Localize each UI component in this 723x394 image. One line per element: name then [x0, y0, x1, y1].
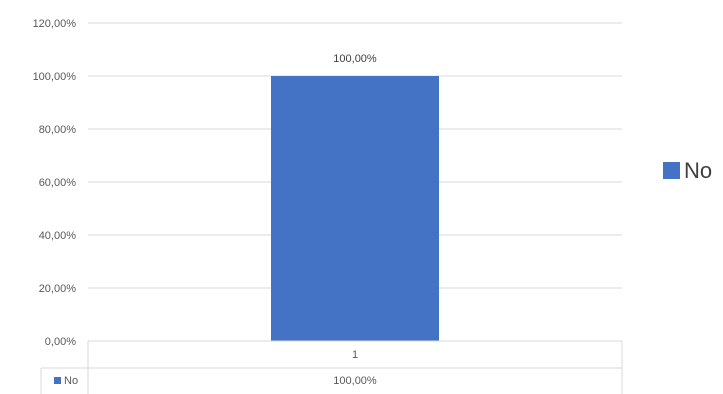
table-cell-value: 100,00%: [333, 375, 377, 387]
bar-1: [271, 76, 439, 341]
data-labels: 100,00%: [333, 53, 377, 65]
legend-label-no: No: [684, 158, 712, 183]
y-tick-label: 20,00%: [39, 283, 77, 295]
y-tick-label: 80,00%: [39, 124, 77, 136]
y-tick-label: 100,00%: [33, 71, 77, 83]
table-series-name: No: [64, 375, 78, 387]
legend: No: [663, 158, 712, 183]
y-tick-label: 0,00%: [45, 336, 76, 348]
table-legend-key: [54, 377, 61, 384]
bar-data-label: 100,00%: [333, 53, 377, 65]
bar-series: [271, 76, 439, 341]
y-tick-label: 60,00%: [39, 177, 77, 189]
y-tick-label: 40,00%: [39, 230, 77, 242]
legend-key-no: [663, 162, 680, 179]
y-axis-ticks: 0,00% 20,00% 40,00% 60,00% 80,00% 100,00% 120,…: [33, 18, 77, 348]
data-table: 1 No 100,00%: [40, 340, 623, 394]
table-header-category: 1: [352, 349, 358, 361]
y-tick-label: 120,00%: [33, 18, 77, 30]
